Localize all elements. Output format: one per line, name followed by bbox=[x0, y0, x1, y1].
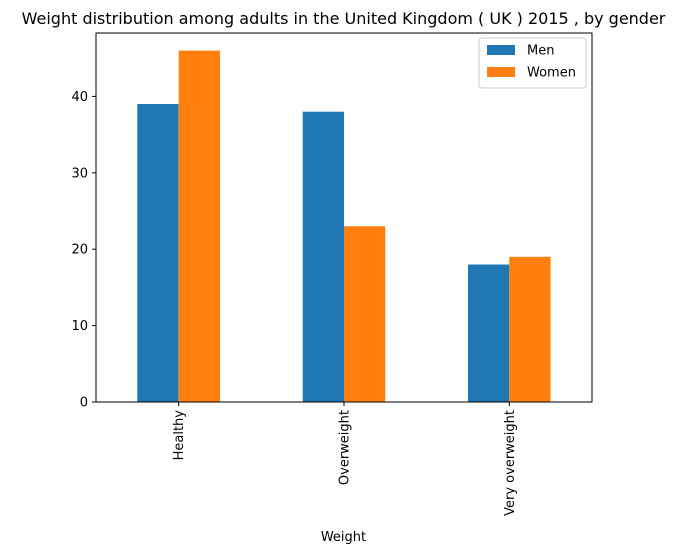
y-tick-label: 40 bbox=[71, 90, 88, 105]
x-tick-label: Healthy bbox=[172, 410, 187, 461]
legend: Men Women bbox=[478, 37, 587, 89]
bar-men-very-overweight bbox=[468, 264, 510, 402]
y-tick-label: 30 bbox=[71, 166, 88, 181]
bar-women-healthy bbox=[178, 50, 220, 402]
x-axis: Healthy Overweight Very overweight bbox=[172, 402, 518, 516]
legend-label-women: Women bbox=[527, 66, 576, 81]
x-tick-label: Overweight bbox=[338, 410, 353, 485]
y-tick-label: 10 bbox=[71, 319, 88, 334]
plot-area bbox=[137, 50, 551, 402]
legend-swatch-women bbox=[487, 67, 515, 77]
chart-title: Weight distribution among adults in the … bbox=[22, 9, 666, 28]
legend-label-men: Men bbox=[527, 44, 554, 59]
bar-women-very-overweight bbox=[509, 256, 551, 402]
x-tick-label: Very overweight bbox=[503, 410, 518, 516]
x-axis-label: Weight bbox=[321, 530, 366, 545]
y-tick-label: 20 bbox=[71, 243, 88, 258]
y-tick-label: 0 bbox=[80, 396, 88, 411]
legend-swatch-men bbox=[487, 45, 515, 55]
bar-women-overweight bbox=[344, 226, 386, 402]
bar-men-healthy bbox=[137, 104, 179, 402]
bar-men-overweight bbox=[302, 111, 344, 402]
y-axis: 0 10 20 30 40 bbox=[71, 90, 96, 411]
